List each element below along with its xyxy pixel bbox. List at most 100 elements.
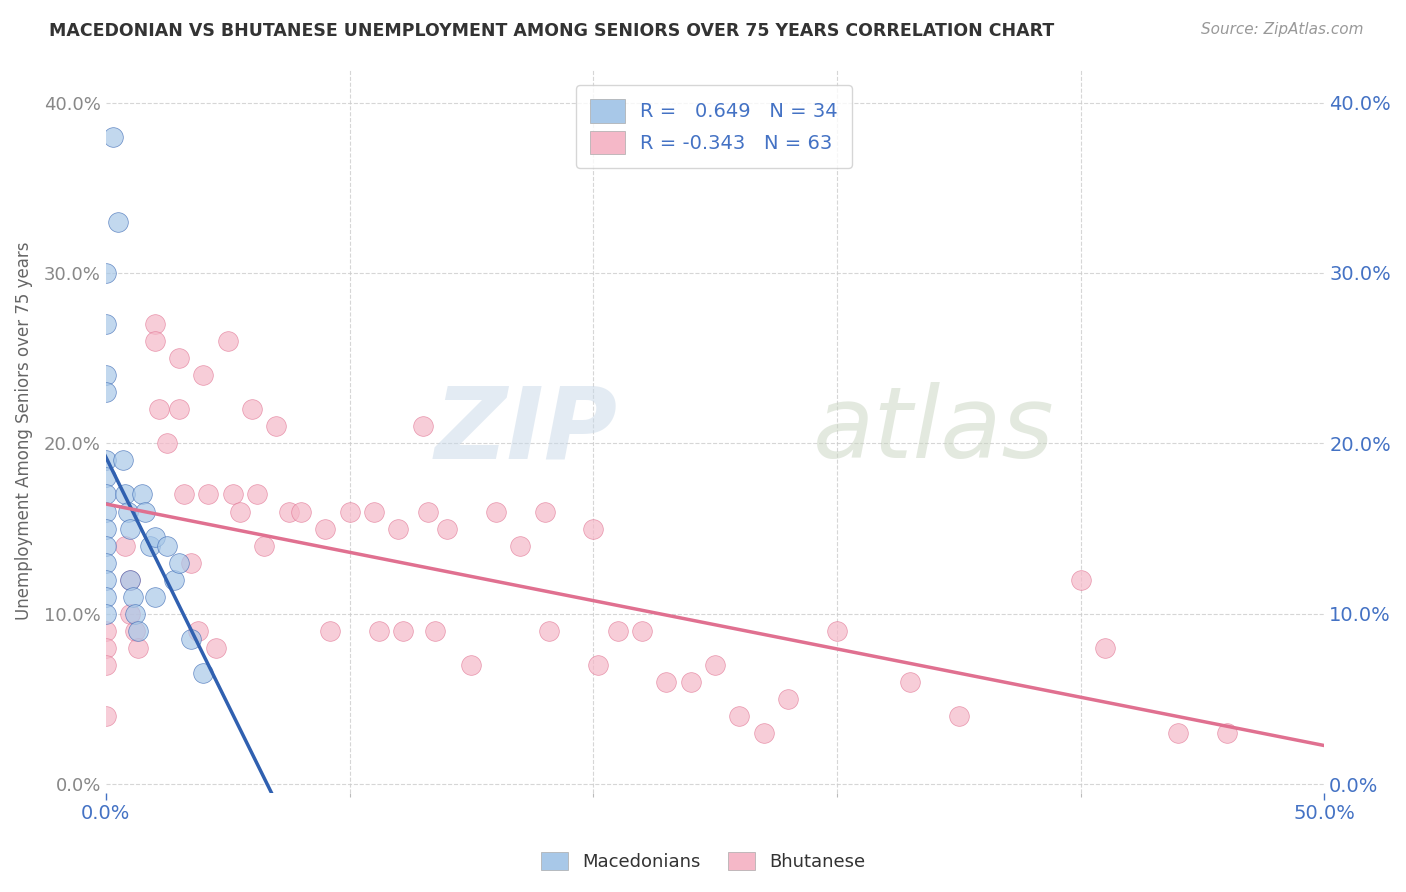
Point [778, 692, 800, 706]
Point [319, 624, 342, 638]
Point [1070, 573, 1092, 587]
Point [416, 504, 439, 518]
Point [167, 402, 190, 417]
Point [94, 573, 117, 587]
Point [246, 487, 269, 501]
Point [94, 453, 117, 467]
Point [143, 317, 166, 331]
Point [156, 539, 179, 553]
Point [363, 504, 385, 518]
Point [180, 632, 202, 647]
Point [180, 556, 202, 570]
Point [127, 640, 149, 655]
Point [1094, 640, 1116, 655]
Text: MACEDONIAN VS BHUTANESE UNEMPLOYMENT AMONG SENIORS OVER 75 YEARS CORRELATION CHA: MACEDONIAN VS BHUTANESE UNEMPLOYMENT AMO… [49, 22, 1054, 40]
Point [127, 624, 149, 638]
Point [114, 539, 136, 553]
Point [173, 487, 195, 501]
Point [101, 129, 124, 144]
Point [167, 351, 190, 366]
Point [167, 556, 190, 570]
Y-axis label: Unemployment Among Seniors over 75 years: Unemployment Among Seniors over 75 years [15, 242, 32, 620]
Point [94, 709, 117, 723]
Point [143, 530, 166, 544]
Point [240, 402, 263, 417]
Legend: R =   0.649   N = 34, R = -0.343   N = 63: R = 0.649 N = 34, R = -0.343 N = 63 [576, 86, 852, 168]
Point [94, 539, 117, 553]
Text: atlas: atlas [813, 382, 1054, 479]
Point [436, 522, 458, 536]
Point [704, 657, 727, 672]
Point [412, 419, 434, 434]
Point [485, 504, 508, 518]
Point [582, 522, 605, 536]
Point [156, 436, 179, 450]
Point [679, 674, 702, 689]
Point [253, 539, 276, 553]
Point [277, 504, 299, 518]
Point [94, 607, 117, 621]
Point [163, 573, 186, 587]
Point [825, 624, 848, 638]
Point [114, 487, 136, 501]
Text: ZIP: ZIP [434, 382, 617, 479]
Legend: Macedonians, Bhutanese: Macedonians, Bhutanese [533, 845, 873, 879]
Point [94, 368, 117, 383]
Point [631, 624, 654, 638]
Point [187, 624, 209, 638]
Point [94, 640, 117, 655]
Point [134, 504, 156, 518]
Point [229, 504, 252, 518]
Point [94, 657, 117, 672]
Point [1216, 726, 1239, 740]
Point [898, 674, 921, 689]
Point [314, 522, 336, 536]
Point [131, 487, 153, 501]
Point [367, 624, 389, 638]
Point [107, 215, 129, 229]
Point [655, 674, 678, 689]
Point [339, 504, 361, 518]
Point [533, 504, 555, 518]
Point [193, 368, 215, 383]
Point [193, 666, 215, 681]
Point [387, 522, 409, 536]
Point [143, 590, 166, 604]
Point [120, 522, 142, 536]
Point [94, 317, 117, 331]
Point [121, 590, 143, 604]
Point [124, 624, 146, 638]
Point [117, 504, 139, 518]
Point [728, 709, 751, 723]
Point [120, 573, 142, 587]
Point [509, 539, 531, 553]
Point [124, 607, 146, 621]
Point [120, 607, 142, 621]
Point [217, 334, 239, 348]
Point [752, 726, 775, 740]
Point [94, 266, 117, 280]
Point [460, 657, 482, 672]
Text: Source: ZipAtlas.com: Source: ZipAtlas.com [1201, 22, 1364, 37]
Point [143, 334, 166, 348]
Point [94, 590, 117, 604]
Point [290, 504, 312, 518]
Point [392, 624, 415, 638]
Point [111, 453, 134, 467]
Point [538, 624, 561, 638]
Point [606, 624, 628, 638]
Point [221, 487, 243, 501]
Point [148, 402, 170, 417]
Point [948, 709, 970, 723]
Point [197, 487, 219, 501]
Point [1167, 726, 1189, 740]
Point [94, 487, 117, 501]
Point [94, 504, 117, 518]
Point [94, 624, 117, 638]
Point [138, 539, 160, 553]
Point [94, 522, 117, 536]
Point [586, 657, 609, 672]
Point [94, 385, 117, 400]
Point [266, 419, 288, 434]
Point [204, 640, 226, 655]
